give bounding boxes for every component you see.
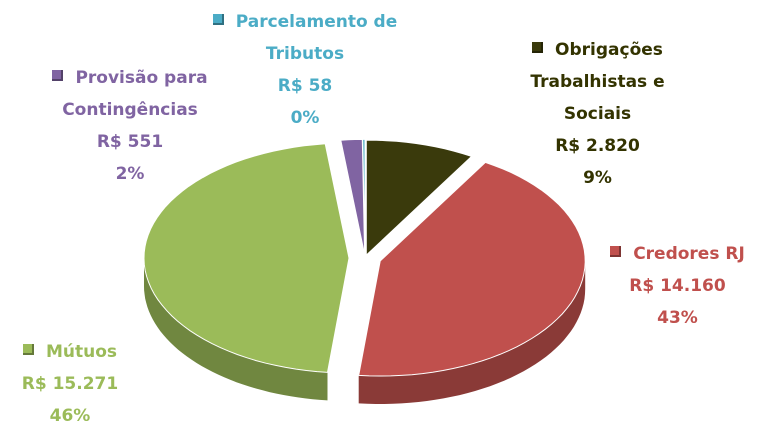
legend-key: [610, 246, 622, 257]
data-label: Credores RJ R$ 14.160 43%: [595, 238, 760, 334]
legend-entry: Provisão para Contingências: [15, 62, 245, 126]
slice: [143, 143, 350, 373]
value-label: R$ 14.160: [629, 276, 726, 296]
legend-key: [52, 70, 64, 81]
category-label: Credores RJ: [633, 244, 745, 264]
slice: [358, 161, 586, 377]
value-label: R$ 2.820: [555, 136, 640, 156]
legend-key: [532, 42, 544, 53]
data-label: Obrigações Trabalhistas e Sociais R$ 2.82…: [510, 34, 685, 194]
category-label: Parcelamento de Tributos: [235, 12, 398, 64]
percentage-label: 43%: [657, 308, 698, 328]
data-label: Provisão para Contingências R$ 551 2%: [15, 62, 245, 190]
slice: [362, 138, 366, 255]
category-label: Mútuos: [45, 342, 118, 362]
percentage-label: 46%: [49, 406, 91, 426]
value-label: R$ 15.271: [21, 374, 119, 394]
data-label: Parcelamento de Tributos R$ 58 0%: [185, 6, 425, 134]
legend-entry: Obrigações Trabalhistas e Sociais: [510, 34, 685, 130]
slice-side: [144, 258, 328, 401]
category-label: Provisão para Contingências: [62, 68, 208, 120]
legend-entry: Mútuos: [0, 336, 140, 368]
legend-entry: Credores RJ: [595, 238, 760, 270]
percentage-label: 0%: [290, 108, 320, 128]
value-label: R$ 58: [277, 76, 333, 96]
legend-entry: Parcelamento de Tributos: [185, 6, 425, 70]
percentage-label: 2%: [115, 164, 145, 184]
legend-key: [212, 14, 224, 25]
category-label: Obrigações Trabalhistas e Sociais: [530, 40, 665, 124]
value-label: R$ 551: [96, 132, 164, 152]
legend-key: [22, 344, 34, 355]
slice: [365, 139, 473, 257]
slice-side: [358, 261, 586, 404]
percentage-label: 9%: [583, 168, 612, 188]
data-label: Mútuos R$ 15.271 46%: [0, 336, 140, 427]
